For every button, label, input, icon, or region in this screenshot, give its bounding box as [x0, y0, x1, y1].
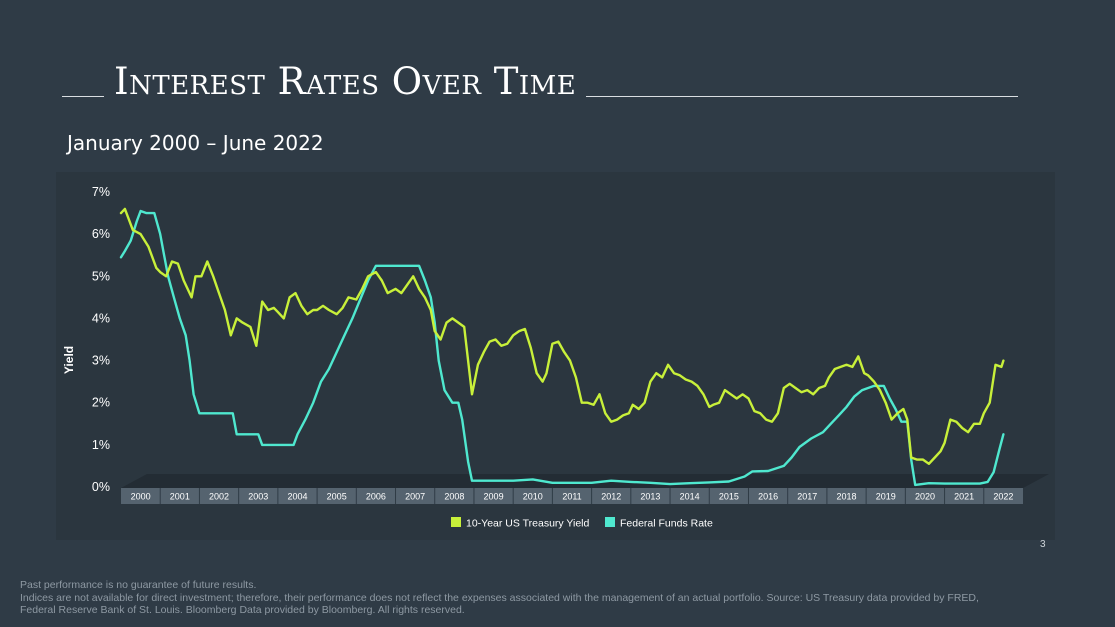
chart-floor [121, 474, 1049, 488]
y-tick-label: 7% [92, 185, 110, 199]
x-tick-label: 2018 [837, 492, 857, 502]
x-tick-label: 2014 [680, 492, 700, 502]
page-number: 3 [1040, 539, 1046, 550]
fed-funds-line [119, 209, 1005, 487]
legend-swatch-fed [605, 517, 615, 527]
x-tick-label: 2019 [876, 492, 896, 502]
x-tick-label: 2017 [797, 492, 817, 502]
x-tick-label: 2013 [640, 492, 660, 502]
x-tick-label: 2002 [209, 492, 229, 502]
y-tick-label: 3% [92, 354, 110, 368]
chart-floor-surface [121, 474, 1049, 488]
treasury-yield-line [119, 207, 1005, 465]
x-tick-label: 2004 [287, 492, 307, 502]
legend-label-treasury: 10-Year US Treasury Yield [466, 518, 590, 530]
x-tick-label: 2007 [405, 492, 425, 502]
x-tick-label: 2003 [248, 492, 268, 502]
title-row: Interest Rates Over Time [62, 56, 1018, 100]
x-tick-label: 2000 [131, 492, 151, 502]
x-tick-label: 2009 [484, 492, 504, 502]
x-tick-label: 2011 [562, 492, 581, 502]
x-tick-label: 2001 [170, 492, 190, 502]
x-tick-label: 2008 [444, 492, 464, 502]
x-axis-band: 2000 2001 2002 2003 2004 2005 2006 2007 2008 2009… [121, 488, 1023, 504]
x-axis-band-bg [121, 488, 1023, 504]
disclaimer-line-2: Indices are not available for direct inv… [20, 591, 979, 617]
disclaimer: Past performance is no guarantee of futu… [20, 579, 1010, 617]
title-rule-left [62, 96, 104, 97]
legend-label-fed: Federal Funds Rate [620, 518, 713, 530]
chart-legend: 10-Year US Treasury Yield Federal Funds R… [451, 517, 713, 530]
y-tick-label: 2% [92, 396, 110, 410]
page-title: Interest Rates Over Time [114, 60, 577, 103]
y-tick-label: 6% [92, 227, 110, 241]
x-tick-label: 2015 [719, 492, 739, 502]
x-tick-label: 2010 [523, 492, 543, 502]
series-lines [119, 207, 1005, 487]
y-axis-label: Yield [62, 345, 76, 375]
y-axis-ticks: 0% 1% 2% 3% 4% 5% 6% 7% [92, 185, 110, 494]
x-tick-label: 2021 [954, 492, 974, 502]
chart-subtitle: January 2000 – June 2022 [67, 131, 324, 155]
x-tick-label: 2020 [915, 492, 935, 502]
x-tick-label: 2005 [327, 492, 347, 502]
x-tick-label: 2022 [993, 492, 1013, 502]
y-tick-label: 0% [92, 480, 110, 494]
y-tick-label: 5% [92, 269, 110, 283]
disclaimer-line-1: Past performance is no guarantee of futu… [20, 579, 257, 591]
title-rule-right [586, 96, 1018, 97]
x-tick-label: 2016 [758, 492, 778, 502]
y-tick-label: 1% [92, 438, 110, 452]
x-tick-label: 2012 [601, 492, 621, 502]
y-tick-label: 4% [92, 311, 110, 325]
x-tick-label: 2006 [366, 492, 386, 502]
legend-swatch-treasury [451, 517, 461, 527]
